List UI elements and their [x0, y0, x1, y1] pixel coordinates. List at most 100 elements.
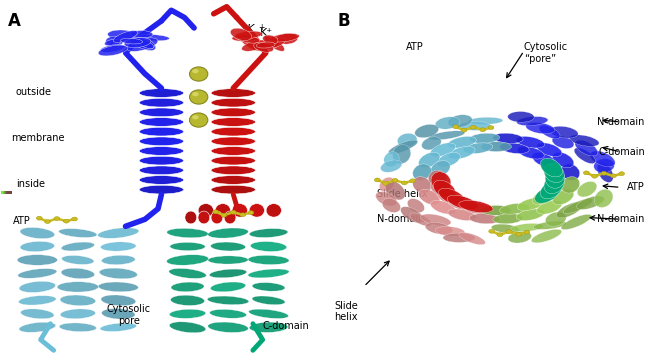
Bar [1, 192, 7, 194]
Bar [4, 191, 10, 193]
Bar [5, 191, 11, 193]
Bar [5, 192, 10, 194]
Bar [7, 191, 12, 193]
Bar [7, 193, 12, 195]
Bar [3, 192, 9, 193]
Bar [6, 191, 11, 193]
Bar [3, 192, 8, 194]
Bar [2, 191, 7, 193]
Bar [5, 192, 10, 194]
Bar [6, 192, 11, 194]
Bar [5, 192, 11, 194]
Bar [5, 192, 10, 194]
Bar [3, 192, 9, 194]
Ellipse shape [541, 180, 562, 199]
Bar [6, 192, 11, 193]
Bar [1, 192, 7, 193]
Bar [6, 191, 11, 193]
Bar [3, 192, 9, 193]
Bar [6, 191, 11, 193]
Bar [1, 192, 7, 194]
Bar [3, 191, 9, 193]
Bar [3, 192, 9, 194]
Bar [4, 192, 10, 194]
Bar [3, 192, 9, 194]
Bar [4, 192, 10, 194]
Bar [5, 191, 10, 193]
Bar [6, 192, 11, 194]
Ellipse shape [537, 201, 562, 214]
Bar [4, 192, 10, 194]
Bar [3, 192, 9, 194]
Bar [6, 192, 11, 194]
Bar [3, 192, 8, 194]
Bar [4, 191, 9, 193]
Bar [7, 192, 12, 194]
Bar [3, 192, 9, 194]
Ellipse shape [469, 133, 500, 143]
Bar [5, 192, 11, 194]
Bar [2, 192, 8, 194]
Bar [4, 191, 9, 193]
Bar [5, 191, 10, 193]
Bar [2, 191, 8, 193]
Bar [6, 191, 11, 193]
Bar [4, 192, 9, 194]
Bar [5, 191, 11, 193]
Bar [2, 191, 8, 193]
Bar [5, 192, 10, 194]
Bar [1, 192, 7, 194]
Bar [3, 191, 9, 193]
Bar [3, 192, 9, 193]
Bar [4, 191, 10, 193]
Bar [2, 192, 7, 194]
Bar [3, 191, 9, 193]
Bar [3, 191, 9, 193]
Bar [5, 192, 10, 194]
Bar [2, 191, 7, 193]
Bar [7, 192, 12, 194]
Bar [7, 192, 12, 194]
Bar [6, 191, 12, 193]
Ellipse shape [171, 295, 205, 306]
Bar [7, 192, 12, 194]
Ellipse shape [443, 233, 475, 242]
Bar [3, 191, 9, 193]
Bar [6, 191, 11, 193]
Bar [3, 192, 9, 194]
Bar [2, 192, 7, 193]
Bar [3, 191, 9, 193]
Bar [7, 191, 12, 193]
Bar [3, 192, 9, 193]
Bar [2, 192, 7, 193]
Bar [5, 192, 11, 193]
Bar [3, 191, 8, 193]
Bar [4, 192, 9, 194]
Bar [2, 191, 7, 193]
Bar [4, 191, 9, 193]
Bar [6, 191, 11, 193]
Ellipse shape [453, 125, 459, 129]
Bar [3, 192, 9, 193]
Bar [2, 192, 7, 194]
Bar [5, 192, 10, 194]
Bar [4, 191, 9, 193]
Bar [6, 192, 12, 193]
Bar [4, 192, 9, 194]
Bar [2, 192, 7, 194]
Bar [4, 192, 10, 193]
Bar [7, 191, 12, 193]
Bar [4, 191, 9, 193]
Bar [3, 192, 8, 193]
Bar [5, 191, 11, 193]
Bar [6, 192, 11, 194]
Bar [3, 192, 8, 193]
Ellipse shape [235, 31, 262, 39]
Bar [2, 192, 7, 194]
Bar [5, 192, 10, 193]
Bar [4, 192, 10, 194]
Bar [3, 191, 8, 193]
Bar [3, 193, 9, 195]
Bar [4, 192, 9, 194]
Bar [5, 192, 10, 193]
